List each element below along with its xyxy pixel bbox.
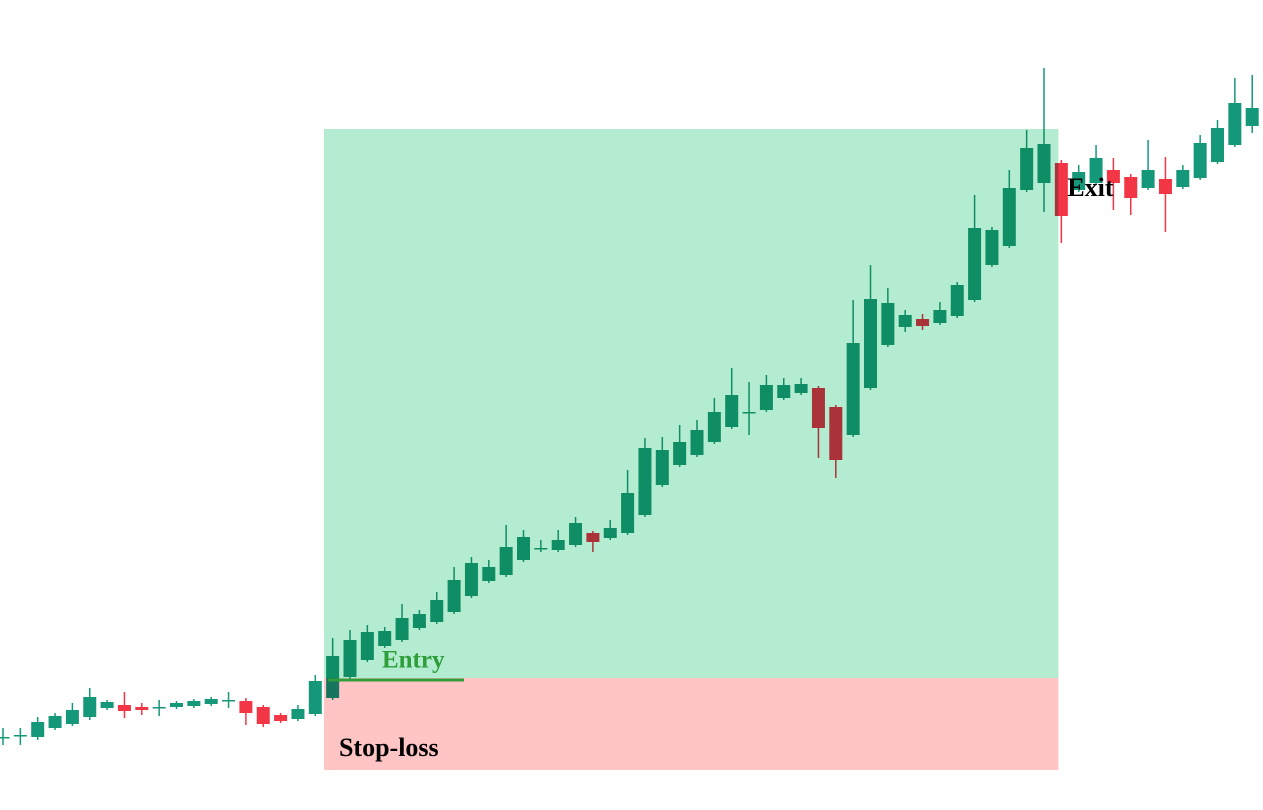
candle-body bbox=[1193, 143, 1207, 178]
candle-body bbox=[1158, 179, 1172, 194]
candle-body bbox=[0, 737, 10, 739]
candle-body bbox=[48, 716, 62, 728]
candle-body bbox=[256, 707, 270, 724]
candle-body bbox=[1106, 170, 1120, 183]
candle-body bbox=[204, 699, 218, 704]
candle-body bbox=[117, 705, 131, 711]
candle-body bbox=[170, 703, 183, 707]
candle-body bbox=[1124, 177, 1138, 198]
candle-body bbox=[1228, 103, 1242, 145]
candle-body bbox=[274, 715, 288, 721]
candle-body bbox=[83, 697, 97, 717]
candle-body bbox=[239, 701, 253, 713]
candle-body bbox=[135, 707, 149, 710]
stop-loss-label: Stop-loss bbox=[339, 733, 439, 762]
candle-body bbox=[31, 722, 45, 737]
candle-body bbox=[222, 700, 236, 702]
candle-body bbox=[65, 710, 79, 724]
candle-body bbox=[187, 701, 201, 706]
candle-body bbox=[13, 735, 27, 737]
exit-label: Exit bbox=[1067, 173, 1114, 202]
candle-body bbox=[1211, 128, 1224, 162]
stop-zone bbox=[323, 678, 1059, 770]
candle-body bbox=[308, 681, 322, 714]
profit-zone bbox=[323, 129, 1059, 678]
entry-label: Entry bbox=[382, 647, 445, 674]
candle-body bbox=[152, 707, 166, 709]
candle-body bbox=[291, 709, 305, 719]
candle-body bbox=[1245, 108, 1259, 126]
candle-body bbox=[1141, 170, 1155, 188]
candle-body bbox=[100, 702, 114, 708]
candle-body bbox=[1072, 172, 1086, 190]
candle-body bbox=[1176, 170, 1190, 187]
candle-body bbox=[1089, 158, 1103, 183]
